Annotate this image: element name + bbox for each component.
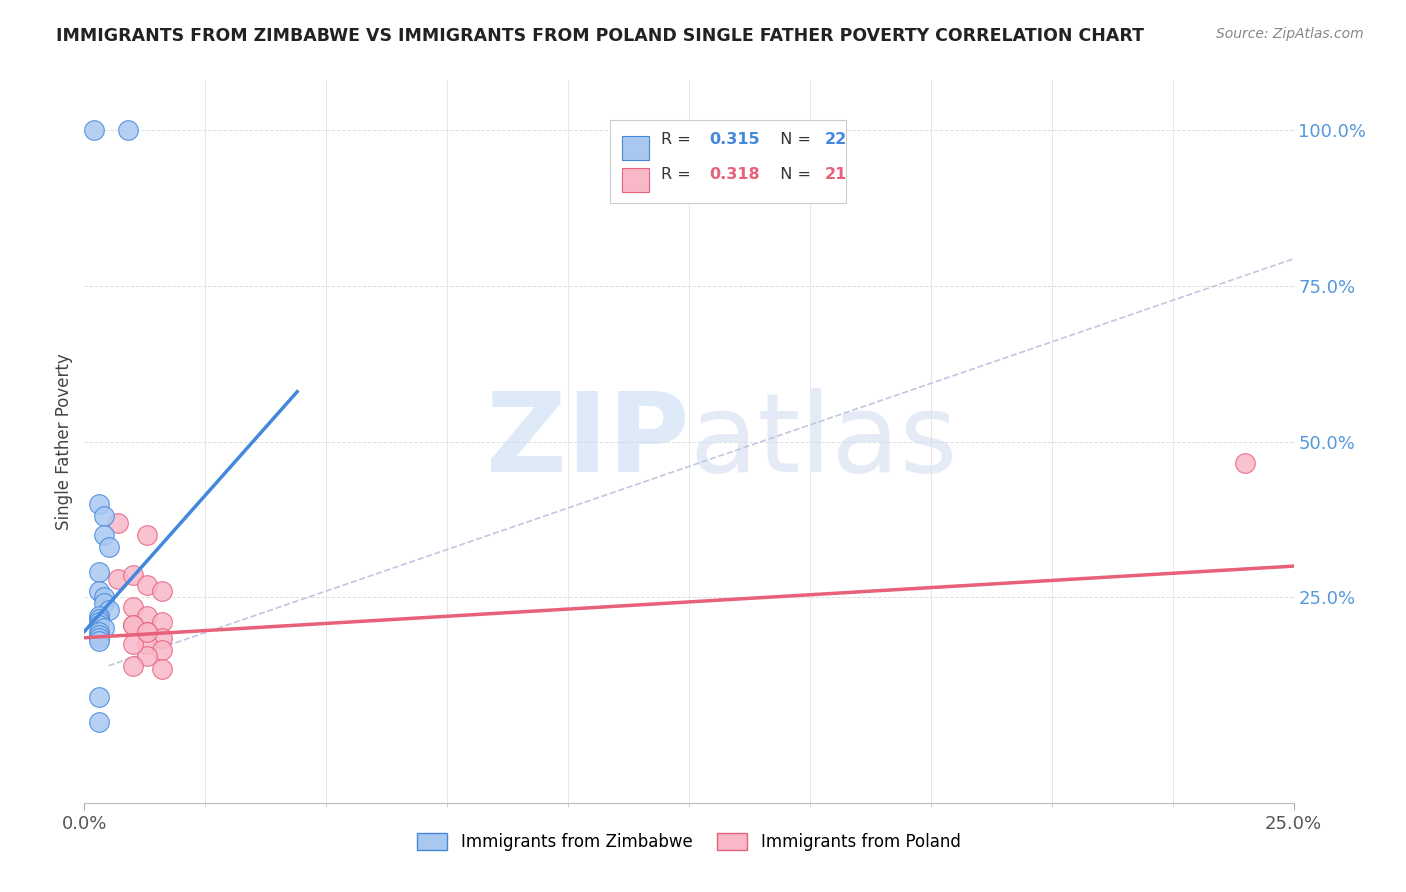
- Text: 21: 21: [824, 167, 846, 182]
- Point: [136, 637, 159, 651]
- Point: [87, 584, 110, 599]
- Text: IMMIGRANTS FROM ZIMBABWE VS IMMIGRANTS FROM POLAND SINGLE FATHER POVERTY CORRELA: IMMIGRANTS FROM ZIMBABWE VS IMMIGRANTS F…: [56, 27, 1144, 45]
- Point: [136, 624, 159, 639]
- Point: [93, 621, 115, 635]
- Point: [87, 609, 110, 624]
- Point: [150, 643, 173, 657]
- Point: [93, 597, 115, 611]
- Point: [87, 624, 110, 639]
- Text: R =: R =: [661, 167, 696, 182]
- Point: [97, 603, 120, 617]
- Point: [87, 618, 110, 632]
- Point: [107, 516, 129, 530]
- Point: [136, 528, 159, 542]
- Point: [93, 528, 115, 542]
- Point: [93, 509, 115, 524]
- Point: [136, 649, 159, 664]
- Text: R =: R =: [661, 132, 696, 147]
- Point: [87, 615, 110, 630]
- Point: [83, 123, 105, 137]
- Point: [150, 662, 173, 676]
- Point: [150, 584, 173, 599]
- Text: atlas: atlas: [689, 388, 957, 495]
- Text: Source: ZipAtlas.com: Source: ZipAtlas.com: [1216, 27, 1364, 41]
- Text: 0.315: 0.315: [710, 132, 761, 147]
- Text: 0.318: 0.318: [710, 167, 761, 182]
- Point: [121, 599, 143, 614]
- Point: [87, 690, 110, 704]
- Point: [87, 612, 110, 626]
- Point: [150, 631, 173, 645]
- Point: [136, 609, 159, 624]
- Legend: Immigrants from Zimbabwe, Immigrants from Poland: Immigrants from Zimbabwe, Immigrants fro…: [409, 825, 969, 860]
- Point: [150, 615, 173, 630]
- FancyBboxPatch shape: [623, 169, 650, 193]
- Point: [87, 627, 110, 641]
- Point: [87, 633, 110, 648]
- Point: [136, 578, 159, 592]
- Point: [87, 566, 110, 580]
- Text: N =: N =: [770, 167, 815, 182]
- Point: [107, 572, 129, 586]
- Point: [121, 618, 143, 632]
- Text: ZIP: ZIP: [485, 388, 689, 495]
- Text: N =: N =: [770, 132, 815, 147]
- Point: [121, 637, 143, 651]
- Point: [136, 624, 159, 639]
- Point: [87, 497, 110, 511]
- Point: [117, 123, 139, 137]
- Point: [93, 591, 115, 605]
- Point: [97, 541, 120, 555]
- FancyBboxPatch shape: [610, 120, 846, 203]
- Point: [87, 714, 110, 729]
- Point: [1234, 456, 1257, 470]
- Point: [121, 658, 143, 673]
- Point: [121, 618, 143, 632]
- Point: [87, 631, 110, 645]
- Text: 22: 22: [824, 132, 846, 147]
- Y-axis label: Single Father Poverty: Single Father Poverty: [55, 353, 73, 530]
- Point: [121, 568, 143, 582]
- FancyBboxPatch shape: [623, 136, 650, 160]
